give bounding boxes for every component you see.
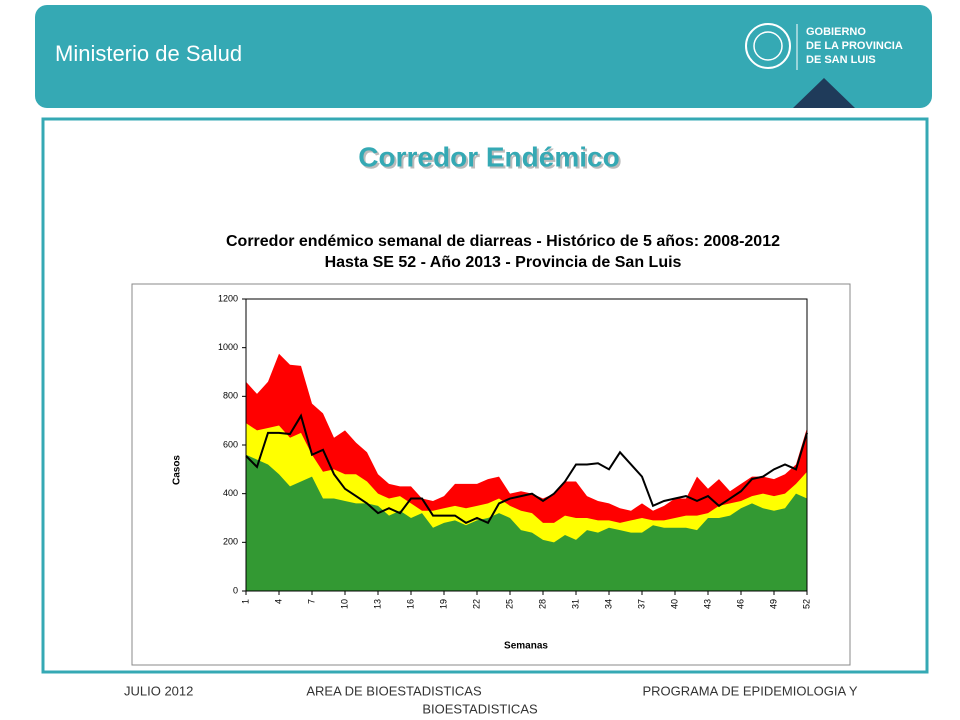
footer-left: JULIO 2012 xyxy=(124,683,193,698)
y-tick-label: 0 xyxy=(233,585,238,595)
line xyxy=(245,413,808,525)
x-axis-label: Semanas xyxy=(504,641,548,652)
x-tick-label: 31 xyxy=(570,599,580,609)
x-tick-label: 10 xyxy=(339,599,349,609)
slide-frame xyxy=(41,117,929,674)
header-bar xyxy=(35,5,932,108)
x-tick-label: 37 xyxy=(636,599,646,609)
y-tick-label: 400 xyxy=(223,488,238,498)
logo-line: GOBIERNO xyxy=(806,26,866,38)
x-tick-label: 49 xyxy=(768,599,778,609)
x-tick-label: 1 xyxy=(240,599,250,604)
x-tick-label: 7 xyxy=(306,599,316,604)
logo-line: DE LA PROVINCIA xyxy=(806,40,903,52)
x-tick-label: 13 xyxy=(372,599,382,609)
x-tick-label: 28 xyxy=(537,599,547,609)
slide-title: Corredor Endémico xyxy=(358,141,619,172)
header-triangle xyxy=(793,78,855,108)
x-tick-label: 16 xyxy=(405,599,415,609)
x-tick-label: 40 xyxy=(669,599,679,609)
area xyxy=(246,454,807,591)
footer-right: PROGRAMA DE EPIDEMIOLOGIA Y xyxy=(642,683,857,698)
x-tick-label: 19 xyxy=(438,599,448,609)
footer-center: AREA DE BIOESTADISTICAS xyxy=(306,683,482,698)
logo-emblem xyxy=(745,23,791,69)
y-tick-label: 200 xyxy=(223,537,238,547)
header-title: Ministerio de Salud xyxy=(55,41,242,66)
x-tick-label: 22 xyxy=(471,599,481,609)
x-tick-label: 25 xyxy=(504,599,514,609)
slide-title-shadow: Corredor Endémico xyxy=(360,143,621,174)
x-tick-label: 34 xyxy=(603,599,613,609)
x-tick-label: 4 xyxy=(273,599,283,604)
y-tick-label: 1000 xyxy=(218,342,238,352)
chart-title: Corredor endémico semanal de diarreas - … xyxy=(226,233,780,250)
x-tick-label: 46 xyxy=(735,599,745,609)
y-axis-label: Casos xyxy=(172,455,183,485)
logo-emblem-inner xyxy=(753,31,783,61)
chart-title: Hasta SE 52 - Año 2013 - Provincia de Sa… xyxy=(325,254,682,271)
x-tick-label: 52 xyxy=(801,599,811,609)
footer-right-cont: BIOESTADISTICAS xyxy=(422,701,538,716)
logo-line: DE SAN LUIS xyxy=(806,54,876,66)
y-tick-label: 1200 xyxy=(218,293,238,303)
y-tick-label: 800 xyxy=(223,391,238,401)
x-tick-label: 43 xyxy=(702,599,712,609)
y-tick-label: 600 xyxy=(223,439,238,449)
